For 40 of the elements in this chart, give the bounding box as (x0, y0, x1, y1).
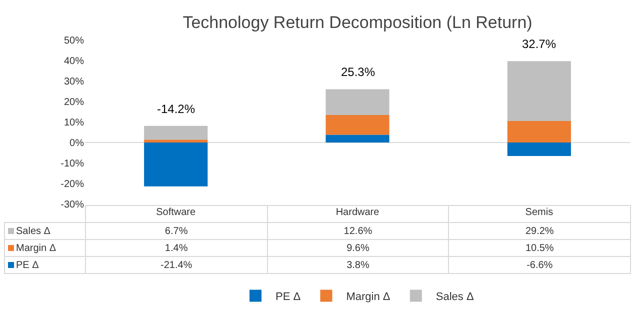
legend-label: Margin Δ (4, 240, 86, 256)
data-label: -6.6% (448, 256, 630, 274)
data-label: -21.4% (86, 256, 268, 274)
x-tick-label: Hardware (336, 207, 380, 218)
text: PE Δ (16, 260, 39, 270)
chart-title: Technology Return Decomposition (Ln Return) (182, 12, 532, 32)
y-tick-label: 40% (64, 56, 84, 67)
bar (326, 89, 390, 116)
bar (326, 115, 390, 135)
y-tick-label: 30% (64, 76, 84, 88)
data-label: 12.6% (267, 222, 449, 240)
data-label: 6.7% (86, 222, 268, 240)
bar (144, 140, 208, 142)
text: Sales Δ (436, 291, 474, 304)
data-label: 3.8% (267, 256, 449, 274)
annotation: -14.2% (157, 102, 196, 116)
y-tick-label: -20% (60, 179, 84, 190)
y-tick-label: 20% (64, 97, 84, 108)
y-tick-label: 10% (64, 118, 84, 128)
y-tick-label: 0% (70, 138, 84, 149)
legend-label: Sales Δ (4, 222, 86, 240)
bar (144, 126, 208, 140)
y-tick-label: 50% (64, 36, 84, 46)
data-label: 10.5% (448, 240, 630, 256)
y-tick-label: -10% (60, 158, 84, 170)
bar (507, 61, 571, 121)
data-label: 1.4% (86, 240, 268, 256)
data-label: 29.2% (448, 222, 630, 240)
y-tick-label: -30% (60, 200, 84, 210)
annotation: 25.3% (341, 65, 376, 79)
annotation: 32.7% (522, 37, 556, 51)
x-tick-label: Semis (525, 207, 554, 218)
bar (507, 142, 571, 156)
text: Margin Δ (346, 291, 390, 304)
data-label: 9.6% (267, 240, 449, 256)
x-tick-label: Software (156, 207, 196, 218)
bar (144, 142, 208, 186)
legend-label: PE Δ (276, 291, 302, 304)
bar (507, 120, 571, 142)
bar (326, 134, 390, 142)
